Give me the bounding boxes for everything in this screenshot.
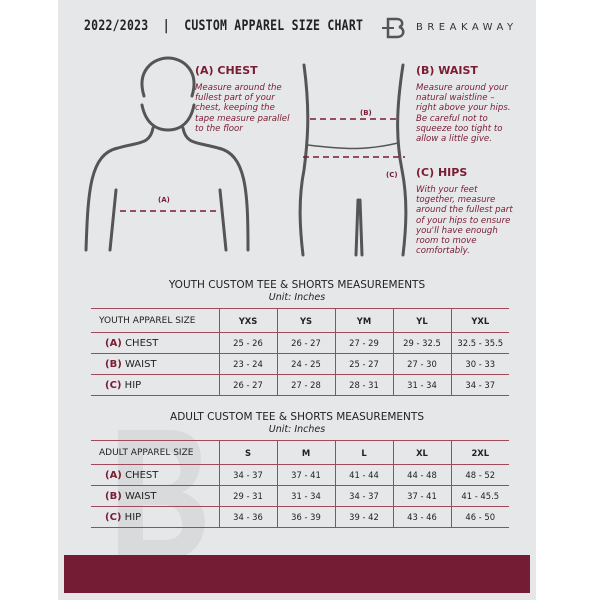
table-row: (C) HIP 34 - 36 36 - 39 39 - 42 43 - 46 46 - … [91,506,509,528]
adult-size-table: ADULT APPAREL SIZE S M L XL 2XL (A) CHEST 34 -… [91,440,509,528]
youth-unit: Unit: Inches [268,292,326,303]
table-row: (C) HIP 26 - 27 27 - 28 28 - 31 31 - 34 34 - … [91,374,509,396]
hips-instructions: With your feet together, measure around … [416,185,513,257]
table-row: (B) WAIST 23 - 24 24 - 25 25 - 27 27 - 30 30 … [91,353,509,375]
waist-heading: (B) WAIST [416,64,478,77]
table-row: (A) CHEST 34 - 37 37 - 41 41 - 44 44 - 48 48 … [91,464,509,486]
table-header-row: YOUTH APPAREL SIZE YXS YS YM YL YXL [91,308,509,333]
footer-band [64,555,530,593]
hips-marker: (C) [386,171,398,179]
body-silhouettes [84,56,408,257]
hips-heading: (C) HIPS [416,166,468,179]
page-title: 2022/2023 | CUSTOM APPAREL SIZE CHART [84,18,364,34]
waist-instructions: Measure around your natural waistline – … [416,83,511,145]
waist-marker: (B) [360,109,372,117]
table-row: (B) WAIST 29 - 31 31 - 34 34 - 37 37 - 41 41 … [91,485,509,507]
chest-instructions: Measure around the fullest part of your … [195,83,290,134]
breakaway-logo [382,17,405,39]
table-header-row: ADULT APPAREL SIZE S M L XL 2XL [91,440,509,465]
brand-name: BREAKAWAY [416,22,518,33]
adult-table-title: ADULT CUSTOM TEE & SHORTS MEASUREMENTS [170,411,424,423]
youth-table-title: YOUTH CUSTOM TEE & SHORTS MEASUREMENTS [168,279,426,291]
size-chart-page: 2022/2023 | CUSTOM APPAREL SIZE CHART BR… [58,0,536,600]
chest-heading: (A) CHEST [195,64,258,77]
table-row: (A) CHEST 25 - 26 26 - 27 27 - 29 29 - 32.5 3… [91,332,509,354]
adult-unit: Unit: Inches [268,424,326,435]
chest-marker: (A) [158,196,170,204]
youth-size-table: YOUTH APPAREL SIZE YXS YS YM YL YXL (A) CHEST… [91,308,509,396]
